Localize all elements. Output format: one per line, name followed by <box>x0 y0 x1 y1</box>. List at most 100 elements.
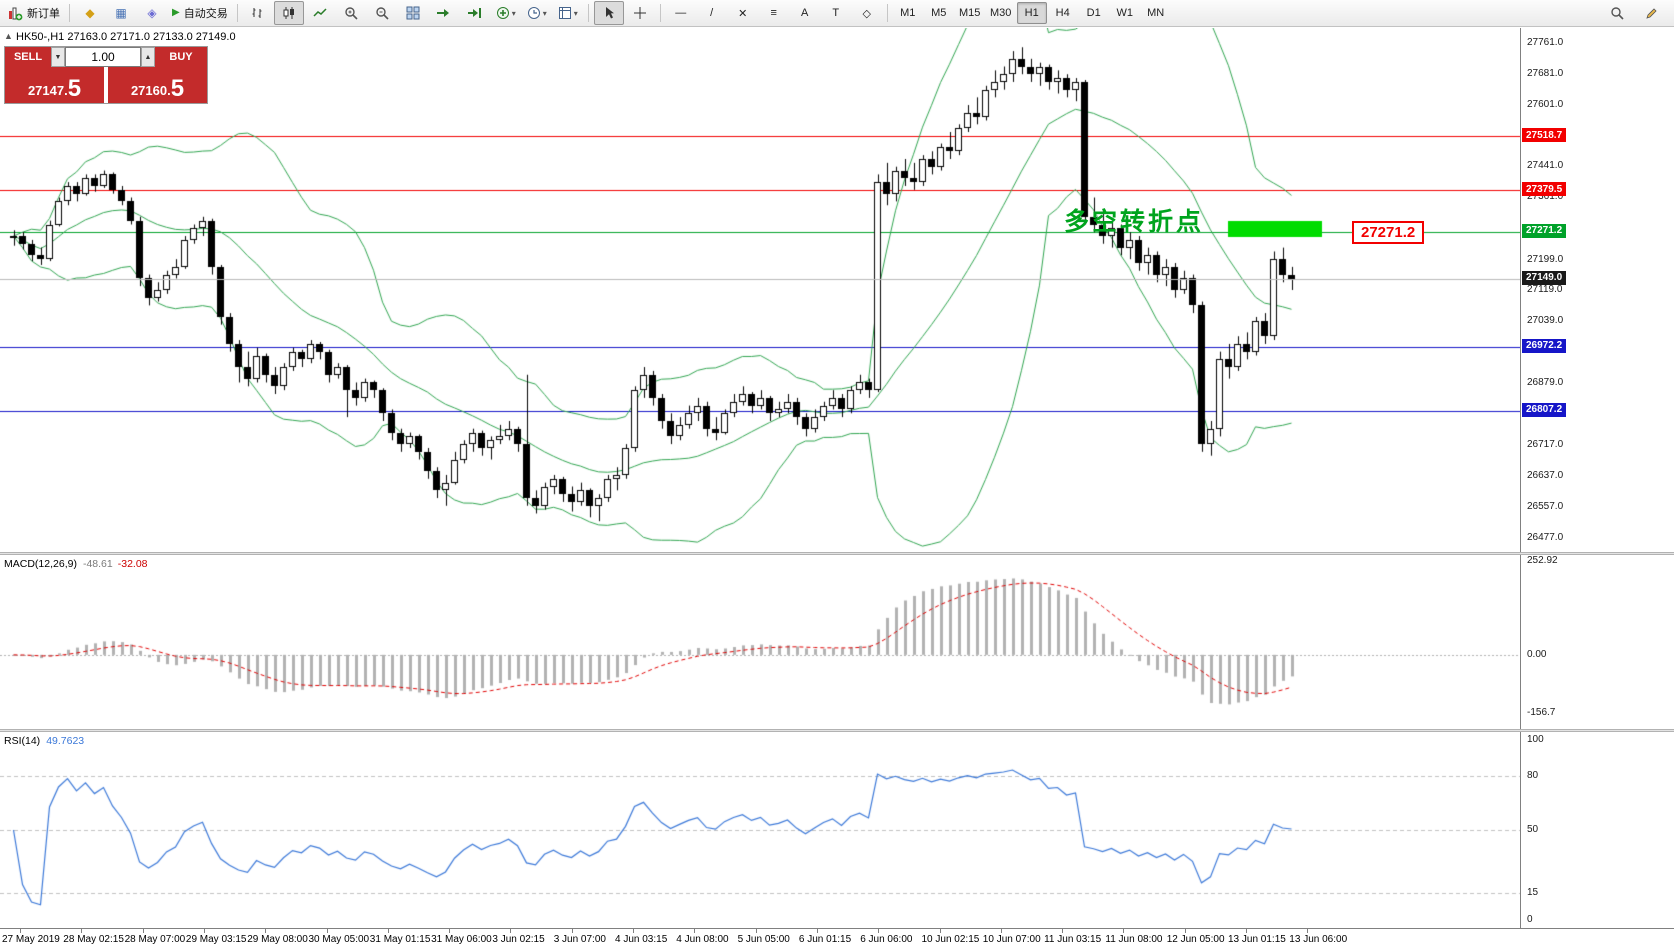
tile-windows-button[interactable] <box>398 1 428 25</box>
time-tick <box>387 929 389 933</box>
timeframe-button-M30[interactable]: M30 <box>990 7 1012 19</box>
price-axis[interactable]: 27761.0 27681.0 27601.0 27441.0 27361.0 27199… <box>1521 28 1673 928</box>
price-axis-border <box>1520 28 1521 928</box>
market-watch-button[interactable]: ◆ <box>75 1 105 25</box>
timeframe-button-D1[interactable]: D1 <box>1086 7 1101 19</box>
timeframe-button-H1[interactable]: H1 <box>1016 2 1047 24</box>
time-axis-label: 10 Jun 02:15 <box>921 934 980 945</box>
indicators-button[interactable]: ▾ <box>491 1 521 25</box>
data-window-icon: ▦ <box>115 6 127 20</box>
auto-trading-button[interactable]: ▶ 自动交易 <box>168 1 232 25</box>
templates-button[interactable]: ▾ <box>553 1 583 25</box>
crosshair-tool-button[interactable] <box>625 1 655 25</box>
periods-button[interactable]: ▾ <box>522 1 552 25</box>
time-tick <box>694 929 696 933</box>
auto-trading-icon: ▶ <box>172 7 180 18</box>
clock-icon <box>527 7 540 19</box>
data-window-button[interactable]: ▦ <box>106 1 136 25</box>
buy-button[interactable]: BUY <box>155 47 207 67</box>
time-tick <box>939 929 941 933</box>
bar-chart-icon <box>252 8 262 18</box>
one-click-collapse-icon[interactable]: ▲ <box>4 31 13 41</box>
price-axis-label: 27039.0 <box>1527 315 1564 327</box>
new-order-label: 新订单 <box>27 8 60 20</box>
macd-panel-canvas[interactable] <box>0 555 1520 729</box>
rsi-axis-label: 0 <box>1527 914 1533 925</box>
crosshair-icon <box>633 7 646 19</box>
timeframe-button-M1[interactable]: M1 <box>900 7 916 19</box>
sell-price-button[interactable]: 27147. 5 <box>5 67 104 103</box>
zoom-out-button[interactable] <box>367 1 397 25</box>
time-axis-label: 28 May 07:00 <box>124 934 186 945</box>
drawing-tools-group: — / ✕ ≡ A T ◇ <box>666 1 882 25</box>
timeframe-button-W1[interactable]: W1 <box>1116 7 1133 19</box>
fibonacci-tool-button[interactable]: ≡ <box>770 7 777 19</box>
price-axis-label: 26717.0 <box>1527 439 1564 451</box>
time-axis-label: 29 May 03:15 <box>185 934 247 945</box>
time-tick <box>142 929 144 933</box>
arrows-tool-button[interactable]: ◇ <box>862 7 871 20</box>
market-watch-icon: ◆ <box>85 6 95 20</box>
search-button[interactable] <box>1602 1 1632 25</box>
timeframe-button-M5[interactable]: M5 <box>931 7 947 19</box>
time-axis-label: 11 Jun 03:15 <box>1044 934 1102 945</box>
time-tick <box>1246 929 1247 933</box>
chart-shift-button[interactable] <box>460 1 490 25</box>
zoom-in-button[interactable] <box>336 1 366 25</box>
macd-axis-label: 252.92 <box>1527 555 1558 566</box>
price-tag: 27149.0 <box>1522 270 1567 285</box>
price-tag: 27518.7 <box>1522 128 1567 143</box>
time-axis-label: 30 May 05:00 <box>308 934 370 945</box>
price-level-label[interactable]: 27271.2 <box>1352 220 1425 244</box>
price-axis-label: 26557.0 <box>1527 500 1564 512</box>
toolbar-separator <box>236 4 238 22</box>
timeframe-button-H4[interactable]: H4 <box>1055 7 1070 19</box>
candlestick-chart-icon <box>283 7 294 19</box>
price-axis-label: 27441.0 <box>1527 160 1564 172</box>
sell-price-pip: 5 <box>67 75 82 102</box>
volume-decrement-button[interactable]: ▼ <box>51 47 65 67</box>
rsi-axis-label: 50 <box>1527 824 1539 835</box>
edit-button[interactable] <box>1636 1 1666 25</box>
auto-scroll-icon <box>437 9 450 17</box>
channel-tool-button[interactable]: ✕ <box>738 7 748 20</box>
timeframe-button-M15[interactable]: M15 <box>959 7 981 19</box>
rsi-axis-label: 80 <box>1527 770 1539 781</box>
cursor-tool-button[interactable] <box>593 1 624 25</box>
one-click-trading-panel: SELL ▼ ▲ BUY 27147. 5 27160. 5 <box>4 46 208 104</box>
time-axis[interactable]: 27 May 2019 28 May 02:15 28 May 07:00 29 Ma… <box>0 928 1674 950</box>
main-chart-canvas[interactable] <box>0 28 1520 552</box>
timeframe-button-MN[interactable]: MN <box>1147 7 1165 19</box>
pencil-icon <box>1645 7 1657 19</box>
trendline-tool-button[interactable]: / <box>710 7 714 19</box>
navigator-button[interactable]: ◈ <box>137 1 167 25</box>
new-order-button[interactable]: 新订单 <box>4 1 64 25</box>
line-chart-mode-button[interactable] <box>305 1 335 25</box>
time-tick <box>1184 929 1186 933</box>
macd-rsi-splitter[interactable] <box>0 729 1674 732</box>
rsi-label: RSI(14) <box>4 735 41 747</box>
sell-button[interactable]: SELL <box>5 47 51 67</box>
bar-chart-mode-button[interactable] <box>243 1 273 25</box>
volume-input[interactable] <box>65 47 141 67</box>
time-axis-label: 5 Jun 05:00 <box>737 934 790 945</box>
time-axis-label: 31 May 01:15 <box>369 934 431 945</box>
auto-scroll-button[interactable] <box>429 1 459 25</box>
price-axis-label: 26637.0 <box>1527 470 1564 482</box>
time-axis-label: 11 Jun 08:00 <box>1105 934 1163 945</box>
rsi-panel-canvas[interactable] <box>0 732 1520 928</box>
price-axis-label: 26477.0 <box>1527 531 1564 543</box>
macd-signal-value: -32.08 <box>117 558 148 570</box>
label-tool-button[interactable]: T <box>832 7 840 19</box>
volume-increment-button[interactable]: ▲ <box>141 47 155 67</box>
rsi-value: 49.7623 <box>46 735 85 747</box>
buy-price-button[interactable]: 27160. 5 <box>108 67 207 103</box>
zoom-out-icon <box>376 7 389 20</box>
time-axis-label: 31 May 06:00 <box>431 934 492 945</box>
chart-macd-splitter[interactable] <box>0 552 1674 555</box>
turning-point-annotation[interactable]: 多空转折点 <box>1064 207 1205 236</box>
text-tool-button[interactable]: A <box>801 7 809 19</box>
horizontal-line-tool-button[interactable]: — <box>675 7 687 19</box>
candle-chart-mode-button[interactable] <box>273 1 304 25</box>
